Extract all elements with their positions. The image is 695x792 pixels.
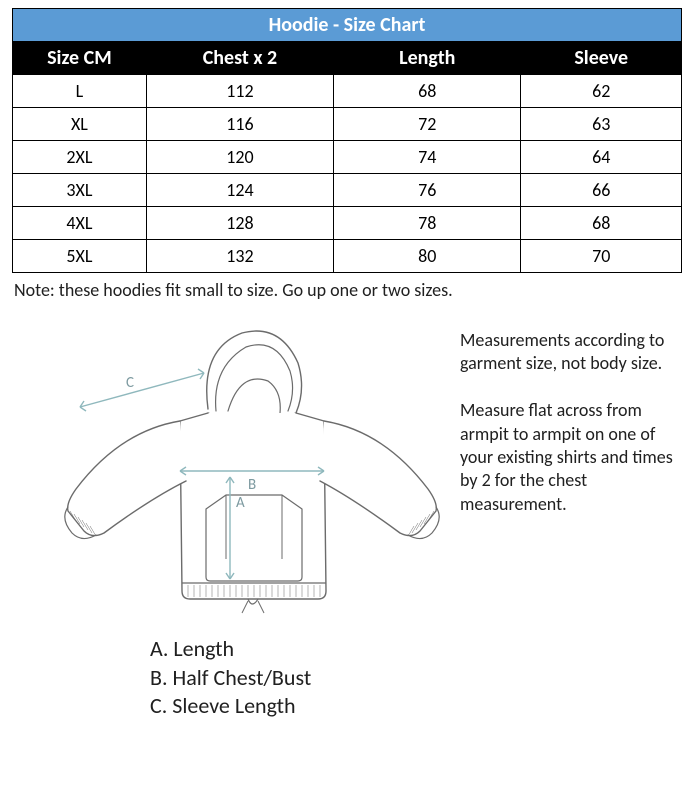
- table-cell: 80: [334, 240, 521, 273]
- table-cell: 124: [146, 174, 333, 207]
- table-row: 3XL1247666: [13, 174, 682, 207]
- table-cell: 132: [146, 240, 333, 273]
- table-row: L1126862: [13, 75, 682, 108]
- svg-text:B: B: [248, 476, 256, 494]
- table-cell: 74: [334, 141, 521, 174]
- measurement-instructions: Measurements according to garment size, …: [460, 321, 680, 721]
- table-cell: 78: [334, 207, 521, 240]
- col-sleeve: Sleeve: [521, 42, 682, 75]
- col-chest: Chest x 2: [146, 42, 333, 75]
- table-cell: XL: [13, 108, 147, 141]
- hoodie-diagram: C BA: [30, 321, 450, 631]
- table-cell: 76: [334, 174, 521, 207]
- table-cell: 5XL: [13, 240, 147, 273]
- table-row: 5XL1328070: [13, 240, 682, 273]
- legend-c: C. Sleeve Length: [150, 692, 460, 721]
- table-cell: 128: [146, 207, 333, 240]
- table-cell: 72: [334, 108, 521, 141]
- legend-a: A. Length: [150, 635, 460, 664]
- table-cell: 3XL: [13, 174, 147, 207]
- table-cell: 63: [521, 108, 682, 141]
- table-row: 4XL1287868: [13, 207, 682, 240]
- table-cell: 70: [521, 240, 682, 273]
- table-cell: 64: [521, 141, 682, 174]
- table-cell: 116: [146, 108, 333, 141]
- table-row: 2XL1207464: [13, 141, 682, 174]
- table-cell: 62: [521, 75, 682, 108]
- table-cell: 4XL: [13, 207, 147, 240]
- svg-text:C: C: [126, 374, 134, 392]
- table-cell: 120: [146, 141, 333, 174]
- table-header-row: Size CM Chest x 2 Length Sleeve: [13, 42, 682, 75]
- table-title-row: Hoodie - Size Chart: [13, 9, 682, 42]
- size-chart-table: Hoodie - Size Chart Size CM Chest x 2 Le…: [12, 8, 682, 273]
- instructions-p2: Measure flat across from armpit to armpi…: [460, 399, 680, 516]
- diagram-legend: A. Length B. Half Chest/Bust C. Sleeve L…: [150, 635, 460, 721]
- table-cell: 2XL: [13, 141, 147, 174]
- table-row: XL1167263: [13, 108, 682, 141]
- table-title: Hoodie - Size Chart: [13, 9, 682, 42]
- col-length: Length: [334, 42, 521, 75]
- legend-b: B. Half Chest/Bust: [150, 664, 460, 693]
- table-cell: 68: [334, 75, 521, 108]
- table-cell: 68: [521, 207, 682, 240]
- table-cell: 66: [521, 174, 682, 207]
- svg-text:A: A: [236, 494, 245, 512]
- fit-note: Note: these hoodies fit small to size. G…: [14, 279, 681, 301]
- instructions-p1: Measurements according to garment size, …: [460, 329, 680, 376]
- col-size: Size CM: [13, 42, 147, 75]
- table-cell: 112: [146, 75, 333, 108]
- table-cell: L: [13, 75, 147, 108]
